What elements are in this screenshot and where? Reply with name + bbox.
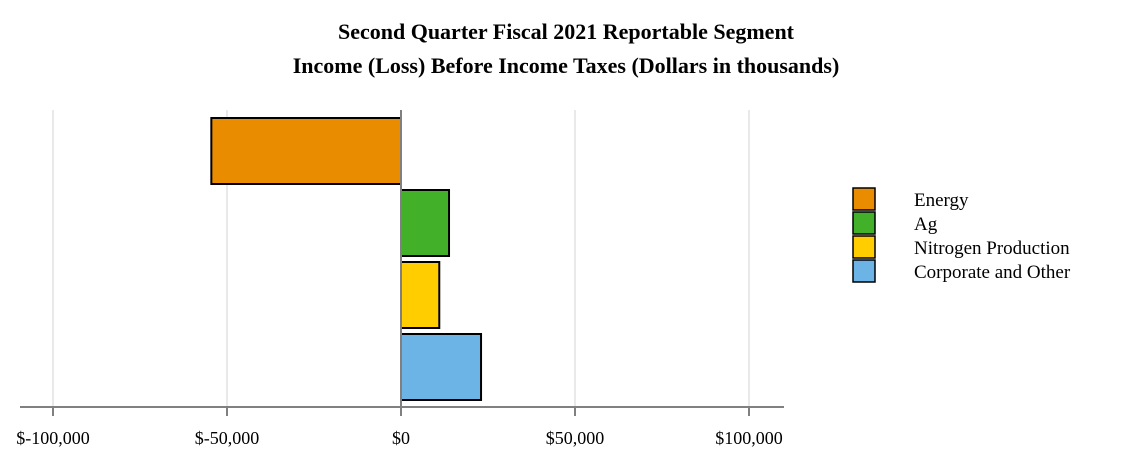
bar-corporate-and-other: [400, 333, 483, 401]
legend-swatch-corporate-and-other: [852, 259, 876, 283]
legend-swatch-energy: [852, 187, 876, 211]
x-tick-label: $100,000: [715, 428, 783, 448]
chart-title-line-1: Second Quarter Fiscal 2021 Reportable Se…: [338, 19, 795, 44]
chart-title: Second Quarter Fiscal 2021 Reportable Se…: [293, 19, 840, 78]
bar-nitrogen-production: [400, 261, 441, 329]
legend-label-ag: Ag: [914, 214, 938, 235]
legend: Energy Ag Nitrogen Production Corporate and…: [852, 187, 1071, 283]
legend-swatch-ag: [852, 211, 876, 235]
legend-label-nitrogen-production: Nitrogen Production: [914, 238, 1070, 259]
x-tick-label: $50,000: [546, 428, 605, 448]
x-tick-label: $-100,000: [16, 428, 90, 448]
bar-ag: [400, 189, 451, 257]
x-tick-label: $0: [392, 428, 410, 448]
x-axis: [20, 110, 784, 416]
x-axis-tick-labels: $-100,000 $-50,000 $0 $50,000 $100,000: [16, 428, 783, 448]
x-tick-label: $-50,000: [195, 428, 260, 448]
legend-swatch-nitrogen-production: [852, 235, 876, 259]
legend-label-energy: Energy: [914, 190, 969, 211]
chart-title-line-2: Income (Loss) Before Income Taxes (Dolla…: [293, 53, 840, 78]
bars: [210, 117, 483, 401]
bar-energy: [210, 117, 402, 185]
legend-label-corporate-and-other: Corporate and Other: [914, 262, 1071, 283]
